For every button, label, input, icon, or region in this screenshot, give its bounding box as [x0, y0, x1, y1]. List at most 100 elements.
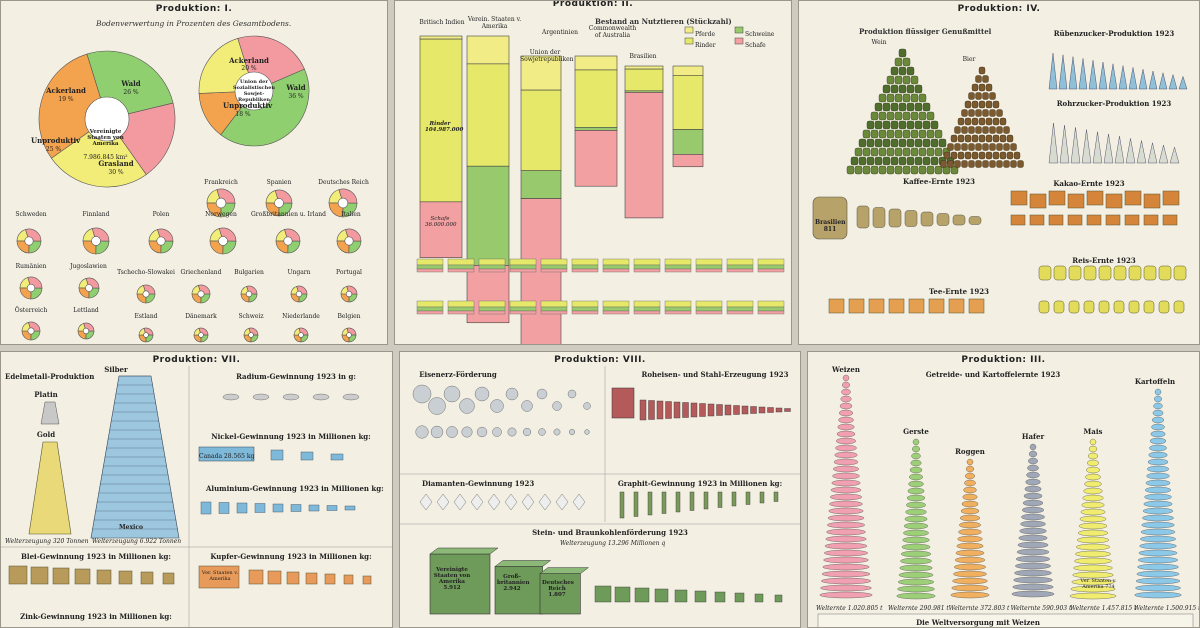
- small-bar-0-6-a: [602, 258, 630, 266]
- bar-3-3: [574, 130, 618, 187]
- bierfass-5-3: [982, 109, 989, 117]
- bar-2-2: [520, 170, 562, 199]
- small-pie-4: [82, 227, 110, 255]
- kiste-8: [1162, 190, 1180, 206]
- label-ungarn: Ungarn: [287, 269, 311, 276]
- small-bar-1-0-c: [416, 310, 444, 315]
- legend-rinder: Rinder: [695, 42, 716, 49]
- barrel-12-7: [906, 156, 915, 166]
- reis-9: [1173, 265, 1187, 281]
- kiste2-1: [1029, 214, 1045, 226]
- barrel-11-10: [934, 147, 943, 157]
- kohle-top-2: [539, 567, 590, 574]
- zuckerhut-7: [1118, 65, 1128, 90]
- kupfer-usa: [198, 565, 240, 589]
- rohrzucker-0: [1048, 122, 1059, 164]
- label-ruebenzucker: Rübenzucker-Produktion 1923: [1053, 29, 1175, 38]
- bar-1-0: [466, 35, 510, 65]
- stack-5-28: [1135, 584, 1181, 592]
- label-silber: Silber: [104, 365, 128, 374]
- value-gras-usa: 30 %: [108, 169, 124, 176]
- erz2-11: [584, 429, 590, 435]
- barrel-13-11: [934, 165, 943, 175]
- erz2-4: [476, 426, 488, 438]
- stack-5-8: [1149, 444, 1167, 452]
- bierfass-0-0: [978, 66, 986, 75]
- stack-3-7: [1023, 492, 1043, 500]
- plate-produktion-1: Produktion: I. Bodenverwertung in Prozen…: [0, 0, 388, 345]
- bierfass-6-4: [985, 117, 993, 126]
- label-spanien: Spanien: [266, 179, 292, 186]
- stack-4-14: [1077, 536, 1109, 544]
- bar-5-2: [672, 129, 704, 155]
- stack-0-25: [824, 549, 868, 557]
- pie-usa-center: [84, 96, 130, 142]
- small-bar-0-5-b: [571, 264, 599, 270]
- kohle-small-6: [714, 591, 726, 603]
- stack-5-4: [1152, 416, 1164, 424]
- bierfass-7-4: [982, 126, 989, 134]
- bierfass-5-0: [961, 109, 968, 117]
- stahl-14: [758, 406, 766, 414]
- stack-0-20: [827, 514, 865, 522]
- bierfass-11-6: [982, 160, 989, 168]
- stack-3-4: [1026, 471, 1040, 479]
- stack-1-18: [899, 564, 933, 572]
- bar-0-0: [419, 35, 463, 40]
- kohle-0: [429, 553, 491, 615]
- bar-rinder-label: Rinder 104.987.000: [425, 121, 464, 133]
- label-schweden: Schweden: [15, 211, 47, 218]
- small-bar-0-4-a: [540, 258, 568, 266]
- barrel-7-7: [926, 111, 935, 121]
- stack-2-9: [959, 521, 981, 529]
- bierfass-6-0: [957, 117, 965, 126]
- stahl-3: [665, 401, 672, 419]
- barrel-2-0: [890, 66, 899, 76]
- stack-2-2: [965, 472, 975, 480]
- stack-5-18: [1142, 514, 1174, 522]
- barrel-10-6: [906, 138, 915, 148]
- barrel-10-2: [874, 138, 883, 148]
- bar-1-2: [466, 165, 510, 266]
- stack-3-10: [1021, 513, 1045, 521]
- rohrzucker-9: [1147, 142, 1158, 164]
- bierfass-8-3: [971, 134, 979, 143]
- stack-0-22: [826, 528, 866, 536]
- plate-title: Produktion: VII.: [152, 355, 241, 365]
- stack-5-29: [1134, 591, 1182, 599]
- zuckerhut-2: [1068, 56, 1078, 90]
- stack-1-19: [898, 571, 934, 579]
- tee-7: [968, 298, 985, 314]
- tee-2: [868, 298, 885, 314]
- barrel-4-0: [882, 84, 891, 94]
- small-pie-0-center: [215, 197, 227, 209]
- bierfass-8-7: [999, 134, 1007, 143]
- label-kupfer: Kupfer-Gewinnung 1923 in Millionen kg:: [210, 552, 372, 561]
- barrel-8-0: [866, 120, 875, 130]
- small-pie-13: [240, 285, 258, 303]
- kohle-small-4: [674, 589, 688, 603]
- tee-0: [828, 298, 845, 314]
- stack-5-9: [1148, 451, 1168, 459]
- stack-2-7: [960, 507, 980, 515]
- kohle-small-2: [634, 587, 650, 603]
- stack-5-15: [1144, 493, 1172, 501]
- label-tschechoslowakei: Tschecho-Slowakei: [117, 269, 175, 276]
- stack-3-15: [1016, 548, 1050, 556]
- plate-produktion-8: Produktion: VIII. Eisenerz-Förderung Roh…: [399, 351, 801, 628]
- plate4-graphics: [812, 48, 1188, 314]
- barrel-3-3: [910, 75, 919, 85]
- iron-coal-pictograms: [400, 366, 800, 615]
- erz-10: [567, 389, 577, 399]
- legend-pferde: Pferde: [695, 31, 716, 38]
- small-bar-0-8-c: [664, 268, 692, 273]
- barrel-10-7: [914, 138, 923, 148]
- small-bar-0-11-a: [757, 258, 785, 266]
- stack-4-8: [1082, 494, 1104, 502]
- stack-3-0: [1029, 443, 1037, 451]
- stack-4-18: [1073, 564, 1113, 572]
- small-bar-1-9-a: [695, 300, 723, 308]
- barrel-7-4: [902, 111, 911, 121]
- reis2-0: [1038, 300, 1050, 314]
- sack-1: [872, 207, 886, 228]
